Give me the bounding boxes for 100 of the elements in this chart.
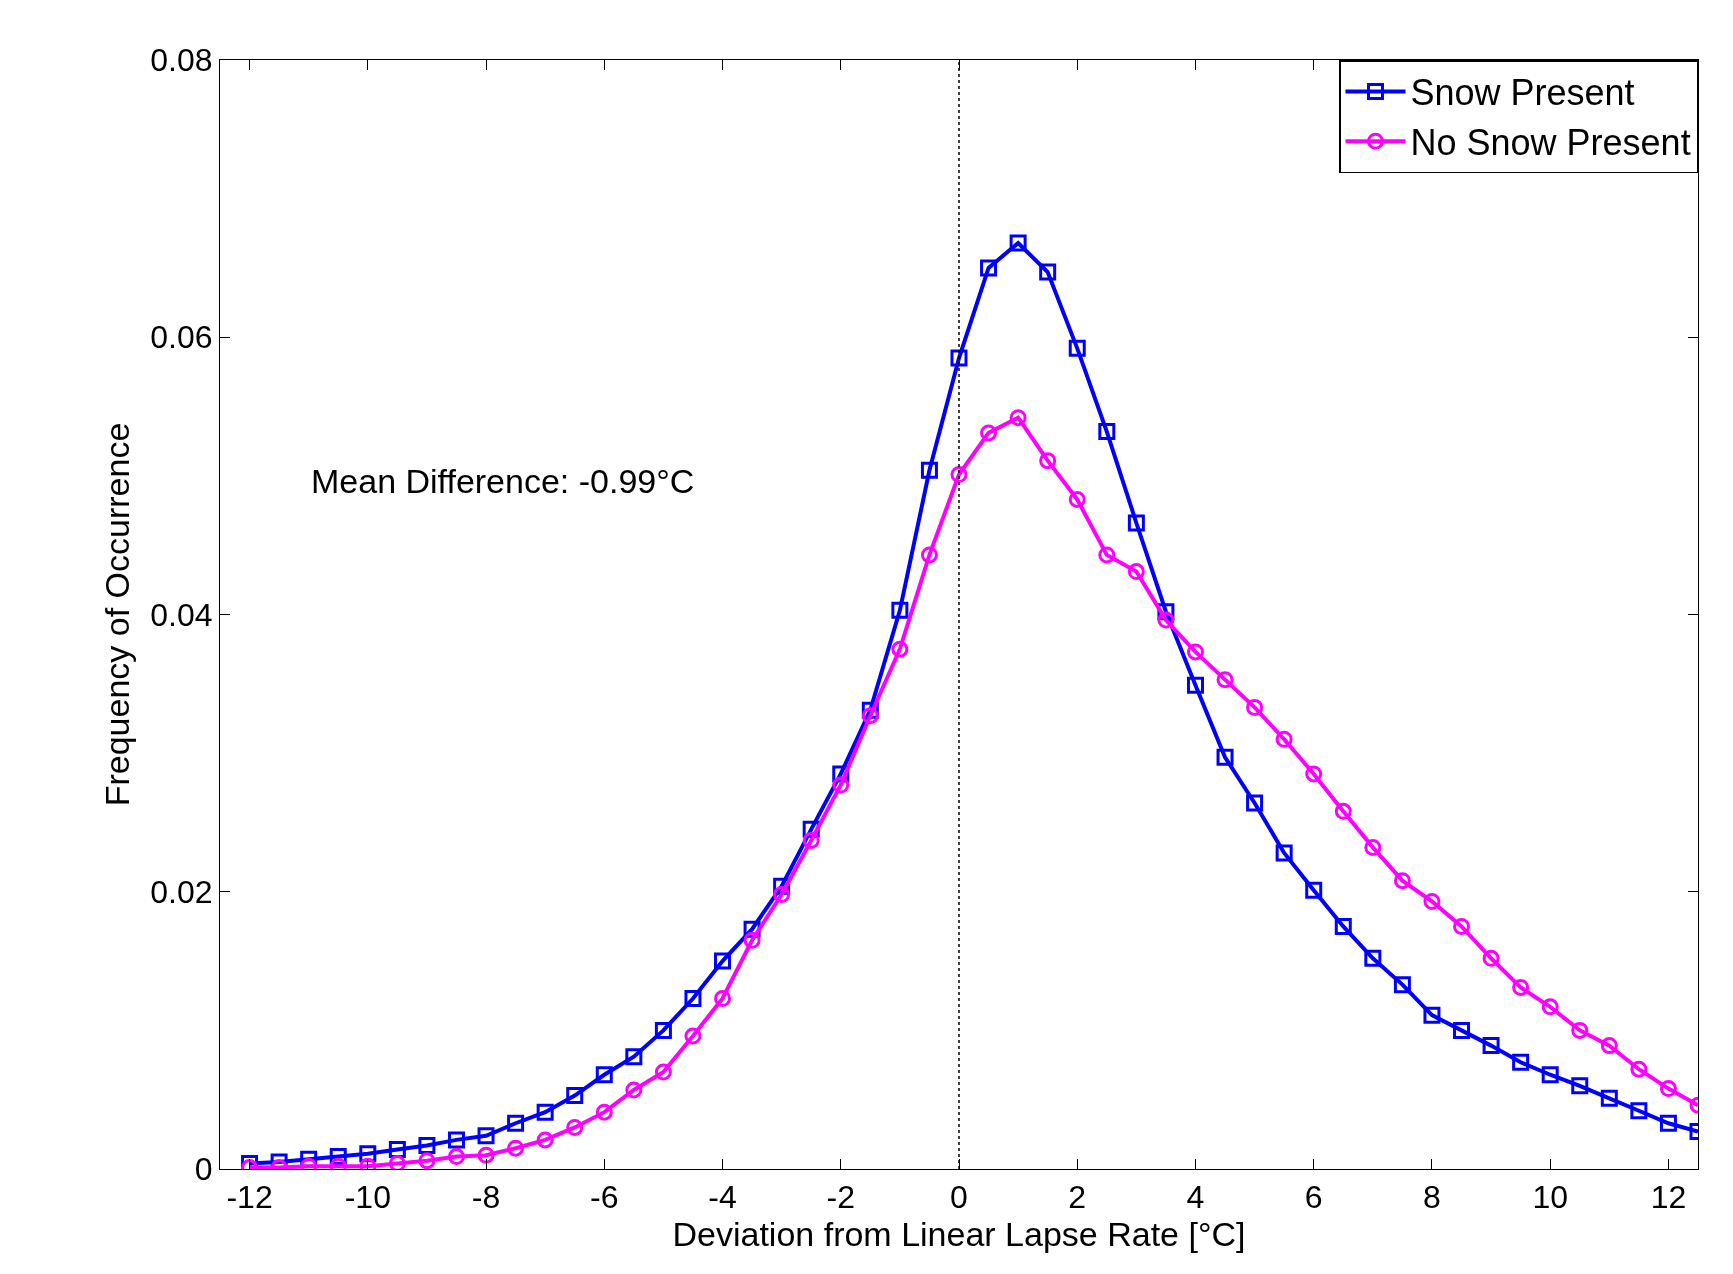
x-tick-label: 6 — [1304, 1179, 1323, 1216]
point — [714, 989, 732, 1007]
point — [891, 640, 909, 658]
point — [1541, 1066, 1559, 1084]
point — [1334, 802, 1352, 820]
point — [625, 1048, 643, 1066]
point — [802, 831, 820, 849]
point — [595, 1066, 613, 1084]
y-tick-label: 0.04 — [150, 596, 213, 633]
point — [950, 465, 968, 483]
x-axis-title: Deviation from Linear Lapse Rate [°C] — [672, 1215, 1246, 1254]
point — [1216, 748, 1234, 766]
point — [1512, 1053, 1530, 1071]
point — [1393, 976, 1411, 994]
point — [714, 952, 732, 970]
legend-label: No Snow Present — [1410, 122, 1691, 164]
point — [1216, 671, 1234, 689]
point — [654, 1021, 672, 1039]
point — [1423, 892, 1441, 910]
point — [1423, 1006, 1441, 1024]
annotation: Mean Difference: -0.99°C — [311, 462, 695, 500]
y-tick-label: 0.06 — [150, 319, 213, 356]
point — [477, 1127, 495, 1145]
point — [1157, 611, 1175, 629]
point — [980, 259, 998, 277]
point — [477, 1146, 495, 1164]
x-tick-label: -10 — [344, 1179, 391, 1216]
point — [1186, 676, 1204, 694]
point — [536, 1103, 554, 1121]
point — [684, 989, 702, 1007]
point — [1305, 881, 1323, 899]
point — [1600, 1089, 1618, 1107]
x-tick-label: 4 — [1186, 1179, 1205, 1216]
point — [1364, 949, 1382, 967]
point — [980, 424, 998, 442]
x-tick-label: -8 — [471, 1179, 501, 1216]
point — [1453, 1021, 1471, 1039]
y-tick-label: 0.02 — [150, 873, 213, 910]
point — [1068, 490, 1086, 508]
point — [1068, 339, 1086, 357]
point — [1098, 423, 1116, 441]
x-tick-label: -12 — [226, 1179, 273, 1216]
point — [1009, 409, 1027, 427]
point — [1039, 452, 1057, 470]
point — [1039, 263, 1057, 281]
point — [1334, 917, 1352, 935]
point — [891, 601, 909, 619]
point — [507, 1114, 525, 1132]
point — [566, 1118, 584, 1136]
point — [1630, 1060, 1648, 1078]
point — [1305, 765, 1323, 783]
point — [773, 886, 791, 904]
point — [1275, 844, 1293, 862]
point — [1630, 1102, 1648, 1120]
point — [743, 931, 761, 949]
point — [1098, 546, 1116, 564]
point — [832, 776, 850, 794]
point — [684, 1027, 702, 1045]
point — [1009, 234, 1027, 252]
point — [566, 1087, 584, 1105]
point — [1186, 643, 1204, 661]
point — [1246, 794, 1264, 812]
y-tick-label: 0 — [194, 1151, 213, 1188]
point — [418, 1136, 436, 1154]
point — [1127, 514, 1145, 532]
x-tick-label: -2 — [826, 1179, 855, 1216]
y-tick-label: 0.08 — [150, 42, 213, 79]
x-tick-label: 12 — [1650, 1179, 1687, 1216]
point — [654, 1063, 672, 1081]
point — [1393, 872, 1411, 890]
point — [1482, 1037, 1500, 1055]
point — [1275, 730, 1293, 748]
point — [1512, 978, 1530, 996]
point — [536, 1131, 554, 1149]
point — [1246, 698, 1264, 716]
point — [1453, 917, 1471, 935]
x-tick-label: -6 — [590, 1179, 619, 1216]
point — [1659, 1080, 1677, 1098]
point — [447, 1131, 465, 1149]
x-tick-label: -4 — [708, 1179, 737, 1216]
point — [861, 707, 879, 725]
point — [1659, 1114, 1677, 1132]
point — [1364, 838, 1382, 856]
x-tick-label: 0 — [950, 1179, 968, 1216]
legend-label: Snow Present — [1410, 72, 1635, 114]
point — [1600, 1037, 1618, 1055]
point — [625, 1081, 643, 1099]
point — [1541, 998, 1559, 1016]
point — [447, 1148, 465, 1166]
point — [1127, 563, 1145, 581]
y-axis-title: Frequency of Occurrence — [97, 422, 136, 807]
point — [418, 1152, 436, 1169]
point — [507, 1139, 525, 1157]
point — [388, 1154, 406, 1169]
x-tick-label: 8 — [1423, 1179, 1441, 1216]
point — [1571, 1021, 1589, 1039]
x-tick-label: 10 — [1532, 1179, 1568, 1216]
x-tick-label: 2 — [1068, 1179, 1087, 1216]
point — [1482, 949, 1500, 967]
point — [595, 1103, 613, 1121]
